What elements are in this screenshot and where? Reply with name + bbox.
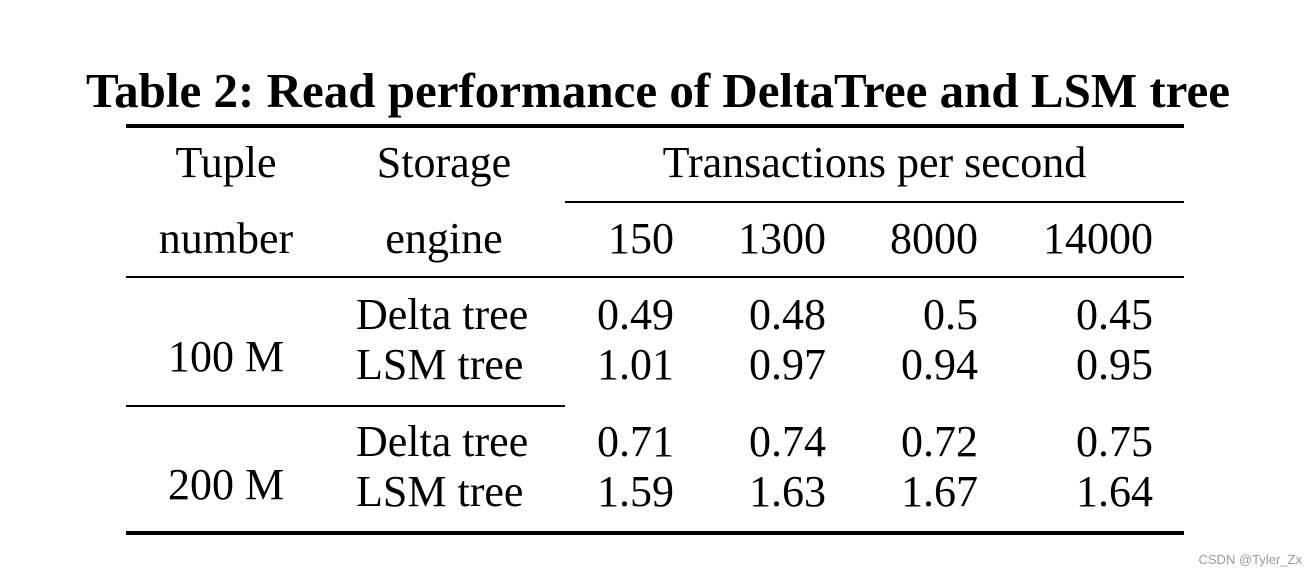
header-tps-14000: 14000 [1043, 214, 1153, 263]
group-2-row-1-val-150: 0.71 [597, 417, 674, 466]
group-2-row-1-engine: Delta tree [356, 417, 529, 466]
header-engine-line2: engine [385, 214, 503, 263]
group-separator-rule [126, 405, 565, 407]
header-bottom-rule [126, 276, 1184, 278]
group-2-row-2-val-14000: 1.64 [1076, 467, 1153, 516]
group-1-row-1-val-8000: 0.5 [923, 290, 978, 339]
header-tuple-line2: number [158, 214, 294, 263]
group-1-row-2-val-150: 1.01 [597, 340, 674, 389]
group-2-tuple: 200 M [167, 460, 285, 509]
table-caption: Table 2: Read performance of DeltaTree a… [85, 63, 1231, 118]
group-1-row-1-val-14000: 0.45 [1076, 290, 1153, 339]
group-1-row-1-val-150: 0.49 [597, 290, 674, 339]
group-1-row-2-val-8000: 0.94 [901, 340, 978, 389]
group-2-row-2-val-8000: 1.67 [901, 467, 978, 516]
group-2-row-1-val-14000: 0.75 [1076, 417, 1153, 466]
group-1-row-1-val-1300: 0.48 [749, 290, 826, 339]
top-rule [126, 124, 1184, 128]
group-2-row-2-engine: LSM tree [356, 467, 524, 516]
group-2-row-1-val-8000: 0.72 [901, 417, 978, 466]
group-2-row-2-val-1300: 1.63 [749, 467, 826, 516]
group-1-row-1-engine: Delta tree [356, 290, 529, 339]
group-1-row-2-val-14000: 0.95 [1076, 340, 1153, 389]
header-tps-8000: 8000 [890, 214, 978, 263]
header-tps-label: Transactions per second [662, 138, 1087, 187]
group-1-row-2-engine: LSM tree [356, 340, 524, 389]
group-1-tuple: 100 M [167, 332, 285, 381]
bottom-rule [126, 531, 1184, 535]
tps-header-rule [565, 201, 1184, 203]
header-tuple-line1: Tuple [175, 138, 277, 187]
header-tps-150: 150 [608, 214, 674, 263]
watermark: CSDN @Tyler_Zx [1198, 552, 1303, 567]
group-2-row-2-val-150: 1.59 [597, 467, 674, 516]
header-tps-1300: 1300 [738, 214, 826, 263]
header-engine-line1: Storage [376, 138, 512, 187]
group-2-row-1-val-1300: 0.74 [749, 417, 826, 466]
group-1-row-2-val-1300: 0.97 [749, 340, 826, 389]
